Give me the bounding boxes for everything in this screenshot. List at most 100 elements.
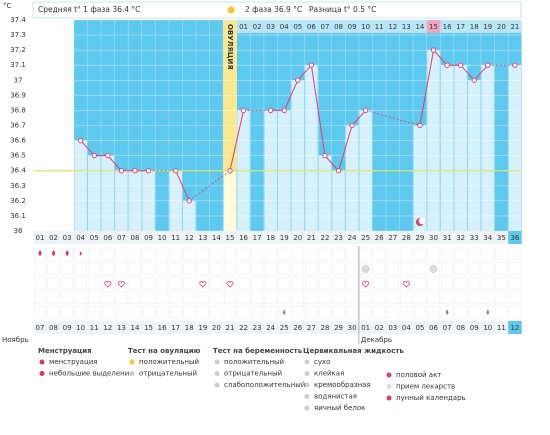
cycle-day: 27 (388, 234, 397, 242)
icon-cell (427, 291, 440, 304)
bar (87, 155, 101, 231)
icon-cell (278, 262, 291, 275)
icon-cell (115, 276, 128, 290)
icon-cell (305, 262, 318, 275)
phase2-day: 21 (510, 23, 519, 31)
cycle-day: 25 (361, 234, 370, 242)
cycle-day: 02 (49, 234, 58, 242)
date: 25 (280, 324, 289, 332)
icon-cell (237, 247, 250, 261)
bar (101, 155, 115, 231)
icon-cell (101, 262, 114, 275)
icon-cell (332, 305, 345, 319)
icon-cell (278, 291, 291, 304)
date: 30 (348, 324, 357, 332)
cycle-day: 15 (226, 234, 235, 242)
icon-cell (386, 276, 399, 290)
phase2-average: 2 фаза 36.9 °C (245, 5, 302, 14)
icon-cell (210, 247, 223, 261)
temperature-point (295, 77, 301, 83)
icon-cell (481, 276, 494, 290)
current-day (508, 231, 522, 244)
gap-connector (189, 170, 231, 202)
icon-cell (427, 276, 440, 290)
cycle-day: 21 (307, 234, 316, 242)
icon-cell (169, 247, 182, 261)
icon-cell (400, 291, 413, 304)
icon-cell (101, 247, 114, 261)
temperature-point (417, 122, 423, 129)
date: 09 (470, 324, 479, 332)
date: 29 (334, 324, 343, 332)
icon-cell (386, 291, 399, 304)
phase2-day: 16 (443, 23, 452, 31)
phase2-day: 02 (253, 23, 262, 31)
icon-cell (291, 291, 304, 304)
cycle-day: 11 (171, 234, 180, 242)
temperature-point (186, 198, 192, 204)
temperature-point (227, 168, 233, 174)
icon-cell (88, 276, 101, 290)
icon-cell (468, 305, 481, 319)
icon-cell (318, 276, 331, 290)
phase2-day: 01 (239, 23, 248, 31)
icon-cell (468, 276, 481, 290)
heart-icon (226, 281, 234, 288)
icon-cell (183, 291, 196, 304)
icon-cell (318, 262, 331, 275)
phase2-day: 07 (320, 23, 329, 31)
icon-cell (169, 291, 182, 304)
temperature-point (458, 62, 464, 68)
icon-cell (413, 305, 426, 319)
cycle-day: 32 (456, 234, 465, 242)
cycle-day: 14 (212, 234, 221, 242)
y-tick-label: 36.4 (10, 167, 26, 175)
icon-cell (251, 291, 264, 304)
date: 22 (239, 324, 248, 332)
phase2-day: 15 (429, 23, 438, 31)
cycle-day: 22 (320, 234, 329, 242)
icon-cell (495, 291, 508, 304)
temperature-point (240, 107, 247, 114)
icon-cell (332, 247, 345, 261)
icon-cell (128, 305, 142, 319)
icon-cell (413, 276, 426, 290)
legend-icon (129, 371, 135, 376)
drop-icon (445, 309, 449, 315)
icon-cell (128, 276, 142, 290)
temperature-point (132, 168, 138, 174)
icon-cell (278, 305, 291, 319)
date: 09 (63, 324, 72, 332)
icon-cell (115, 262, 128, 275)
temperature-line (175, 170, 190, 202)
icon-cell (291, 247, 304, 261)
icon-cell (223, 291, 236, 304)
legend-icon (386, 395, 392, 401)
month-label: Ноябрь (2, 336, 29, 344)
icon-cell (454, 291, 467, 304)
icon-cell (210, 276, 223, 290)
temperature-point (363, 107, 369, 114)
y-tick-label: 37.4 (10, 16, 26, 24)
gap-connector (365, 110, 421, 126)
icon-cell (291, 305, 304, 319)
temperature-point (281, 107, 287, 114)
icon-cell (481, 305, 494, 319)
temperature-point (485, 62, 491, 68)
legend-item: сухо (314, 358, 330, 366)
legend-item: водянистая (314, 393, 357, 401)
icon-cell (291, 262, 304, 275)
icon-cell (454, 305, 467, 319)
icon-cell (251, 276, 264, 290)
heart-icon (117, 281, 125, 288)
icon-cell (61, 247, 74, 261)
y-tick-label: 37.3 (10, 31, 26, 39)
y-tick-label: 36.1 (10, 212, 26, 220)
legend-icon (214, 359, 220, 365)
icon-cell (373, 305, 386, 319)
icon-cell (196, 276, 209, 290)
icon-cell (223, 305, 236, 319)
icon-cell (400, 247, 413, 261)
drop-icon (38, 250, 42, 256)
icon-cell (278, 276, 291, 290)
